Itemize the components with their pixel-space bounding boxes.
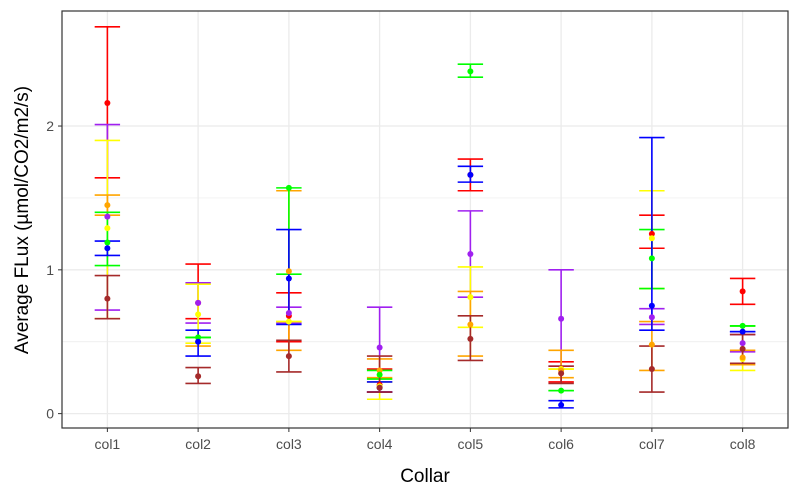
data-point	[285, 184, 292, 191]
data-point	[104, 202, 111, 209]
data-point	[648, 341, 655, 348]
data-point	[285, 353, 292, 360]
data-point	[104, 239, 111, 246]
y-axis-title: Average FLux (µmol/CO2/m2/s)	[12, 86, 33, 354]
x-tick-label: col1	[95, 436, 121, 452]
data-point	[104, 295, 111, 302]
data-point	[376, 371, 383, 378]
data-point	[376, 384, 383, 391]
data-point	[648, 314, 655, 321]
x-tick-label: col6	[548, 436, 574, 452]
panel-border	[61, 10, 789, 429]
points	[104, 68, 746, 408]
data-point	[376, 367, 383, 374]
data-point	[104, 225, 111, 232]
y-tick-label: 2	[46, 118, 54, 134]
data-point	[739, 345, 746, 352]
data-point	[285, 309, 292, 316]
data-point	[558, 401, 565, 408]
data-point	[739, 340, 746, 347]
x-tick-label: col8	[730, 436, 756, 452]
errorbar	[94, 211, 121, 267]
data-point	[195, 299, 202, 306]
x-tick-label: col4	[367, 436, 393, 452]
data-point	[739, 328, 746, 335]
data-point	[648, 302, 655, 309]
data-point	[376, 344, 383, 351]
data-point	[285, 275, 292, 282]
data-point	[285, 318, 292, 325]
data-point	[195, 334, 202, 341]
x-tick-label: col7	[639, 436, 665, 452]
data-point	[104, 213, 111, 220]
x-tick-label: col3	[276, 436, 302, 452]
data-point	[467, 294, 474, 301]
data-point	[467, 321, 474, 328]
axes: 0 1 2 col1 col2 col3 col4 col5 col6 col7 col8	[46, 118, 755, 452]
y-tick-label: 1	[46, 262, 54, 278]
x-tick-label: col5	[458, 436, 484, 452]
data-point	[467, 335, 474, 342]
data-point	[648, 230, 655, 237]
data-point	[104, 245, 111, 252]
data-point	[285, 268, 292, 275]
data-point	[104, 100, 111, 107]
data-point	[195, 311, 202, 318]
data-point	[739, 322, 746, 329]
data-point	[467, 68, 474, 75]
data-point	[195, 373, 202, 380]
data-point	[739, 354, 746, 361]
x-tick-label: col2	[185, 436, 211, 452]
data-point	[558, 315, 565, 322]
x-axis-title: Collar	[400, 466, 450, 487]
data-point	[648, 366, 655, 373]
data-point	[648, 255, 655, 262]
data-point	[467, 171, 474, 178]
data-point	[558, 370, 565, 377]
data-point	[195, 338, 202, 345]
data-point	[558, 387, 565, 394]
data-point	[467, 251, 474, 258]
y-tick-label: 0	[46, 406, 54, 422]
data-point	[739, 288, 746, 295]
data-point	[648, 235, 655, 242]
